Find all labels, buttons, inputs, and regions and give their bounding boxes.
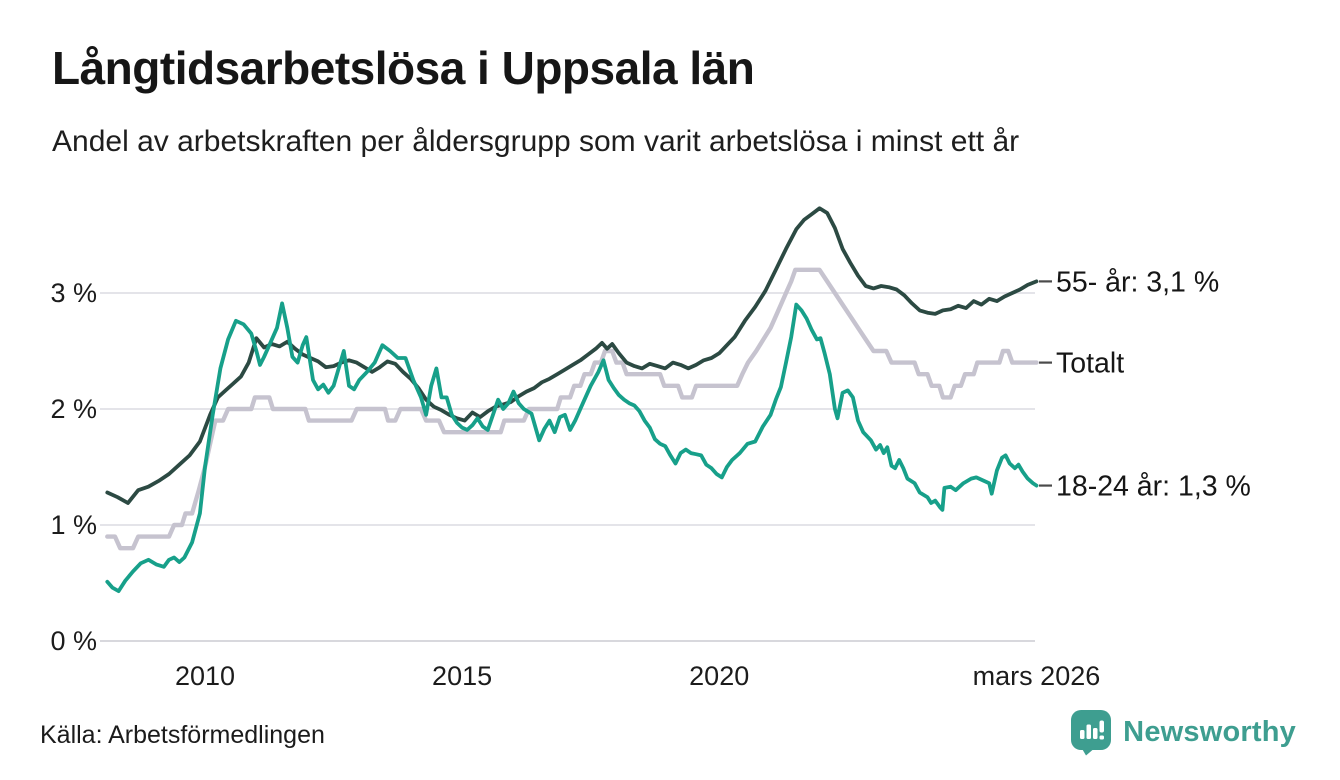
source-note: Källa: Arbetsförmedlingen (40, 721, 325, 749)
y-tick-label: 2 % (50, 394, 97, 424)
series-end-label: 18-24 år: 1,3 % (1056, 471, 1251, 503)
series-end-label: Totalt (1056, 348, 1124, 380)
y-tick-label: 1 % (50, 510, 97, 540)
page-title: Långtidsarbetslösa i Uppsala län (52, 42, 755, 94)
series-line-18-24 år (105, 301, 1039, 593)
x-tick-label: 2020 (689, 661, 749, 691)
y-tick-label: 0 % (50, 626, 97, 656)
brand-name: Newsworthy (1123, 715, 1296, 748)
chart-subtitle: Andel av arbetskraften per åldersgrupp s… (52, 125, 1020, 158)
x-tick-label: 2015 (432, 661, 492, 691)
x-tick-label: mars 2026 (973, 661, 1101, 691)
newsworthy-bubble-chart-icon (1071, 710, 1112, 756)
series-end-label: 55- år: 3,1 % (1056, 266, 1219, 298)
series-line-Totalt (105, 267, 1039, 551)
newsworthy-logo: Newsworthy (1069, 708, 1296, 756)
series-line-55- år (105, 206, 1039, 505)
x-tick-label: 2010 (175, 661, 235, 691)
y-tick-label: 3 % (50, 278, 97, 308)
